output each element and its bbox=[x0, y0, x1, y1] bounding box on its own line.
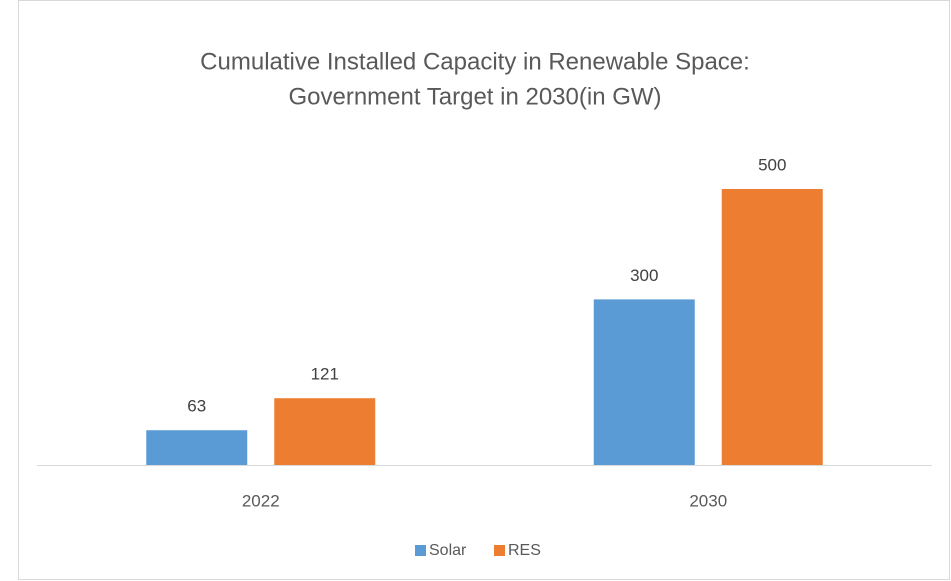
legend-swatch bbox=[494, 545, 505, 556]
x-tick-label: 2022 bbox=[242, 491, 280, 510]
chart-title: Government Target in 2030(in GW) bbox=[288, 83, 661, 110]
bar bbox=[274, 398, 376, 465]
bar bbox=[721, 189, 823, 465]
legend-label: RES bbox=[508, 542, 541, 559]
legend-swatch bbox=[415, 545, 426, 556]
chart-title: Cumulative Installed Capacity in Renewab… bbox=[200, 48, 750, 75]
legend-label: Solar bbox=[429, 542, 467, 559]
data-label: 121 bbox=[311, 365, 339, 384]
data-label: 300 bbox=[630, 266, 658, 285]
bar bbox=[593, 299, 695, 465]
x-tick-label: 2030 bbox=[689, 491, 727, 510]
data-label: 63 bbox=[187, 397, 206, 416]
bar bbox=[146, 430, 248, 465]
data-label: 500 bbox=[758, 155, 786, 174]
